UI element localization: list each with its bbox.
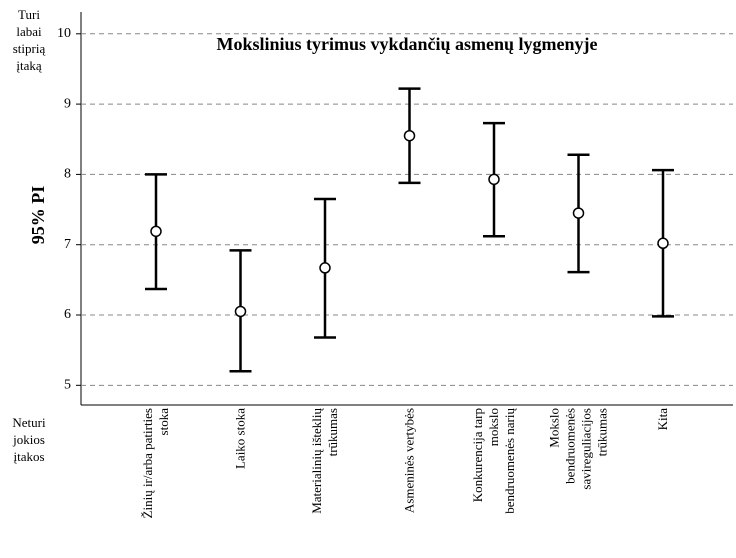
y-tick-label: 5 [64, 378, 71, 393]
mean-point [403, 129, 416, 142]
y-tick-label: 9 [64, 96, 71, 111]
x-tick-label: Materialinių išteklių trūkumas [309, 408, 340, 514]
y-axis-label: 95% PI [28, 186, 48, 245]
x-tick-label: Asmeninės vertybės [401, 408, 417, 514]
mean-point [150, 225, 162, 238]
x-tick-label: Žinių ir/arba patirties stoka [140, 408, 171, 519]
x-tick-label: Konkurencija tarp mokslo bendruomenės na… [470, 408, 517, 514]
x-tick-label: Mokslo bendruomenės savireguliacijos trū… [546, 408, 610, 490]
y-tick-label: 10 [57, 26, 71, 41]
mean-point [234, 305, 247, 318]
y-tick-label: 8 [64, 167, 71, 182]
chart-title: Mokslinius tyrimus vykdančių asmenų lygm… [216, 34, 597, 54]
mean-point [572, 207, 585, 219]
top-note: Turi labai stiprią įtaką [12, 7, 46, 73]
bottom-note: Neturi jokios įtakos [12, 415, 46, 464]
mean-point [319, 262, 331, 274]
mean-point [488, 173, 500, 186]
y-tick-label: 7 [64, 237, 71, 252]
mean-point [657, 237, 669, 250]
y-tick-label: 6 [64, 307, 71, 322]
x-tick-label: Kita [655, 408, 670, 431]
x-tick-label: Laiko stoka [232, 408, 248, 470]
